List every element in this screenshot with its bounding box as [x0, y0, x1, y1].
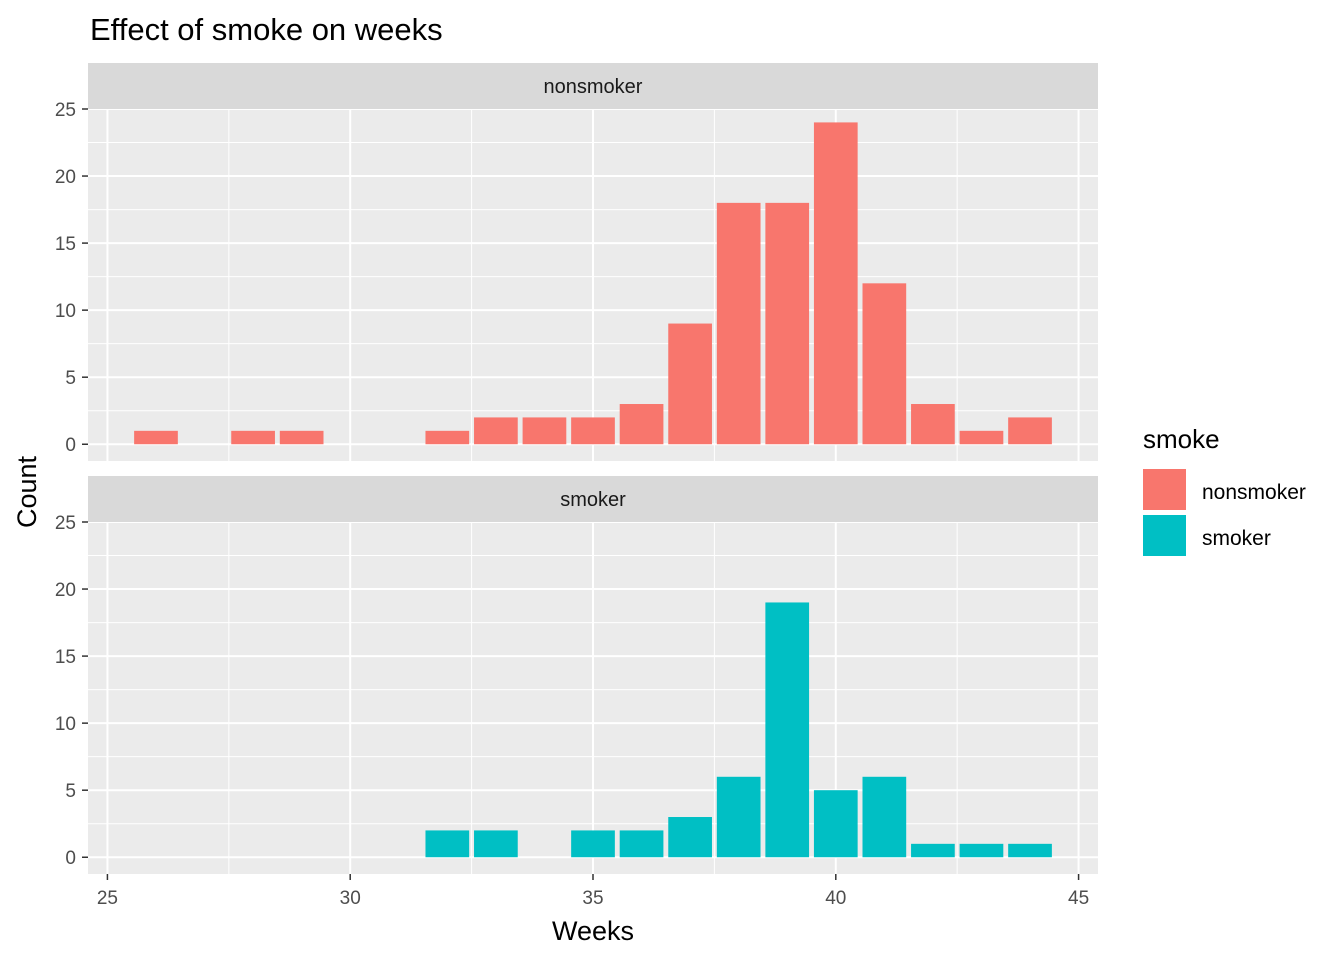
bar-nonsmoker-32	[425, 430, 470, 445]
facet-strip-label: smoker	[560, 489, 626, 511]
x-tick-label: 25	[97, 888, 118, 909]
y-tick-label: 10	[55, 714, 76, 735]
y-tick-label: 20	[55, 580, 76, 601]
bar-nonsmoker-43	[959, 430, 1004, 445]
bar-smoker-43	[959, 843, 1004, 858]
facet-panel-smoker: 0 5 10 15 20 25 smoker	[55, 476, 1098, 874]
x-tick-label: 45	[1068, 888, 1089, 909]
facet-strip-label: nonsmoker	[544, 76, 643, 98]
y-tick-label: 20	[55, 167, 76, 188]
bar-nonsmoker-38	[716, 202, 761, 445]
bar-smoker-35	[571, 830, 615, 858]
y-tick-label: 15	[55, 234, 76, 255]
y-tick-label: 10	[55, 301, 76, 322]
bar-nonsmoker-34	[522, 417, 567, 445]
bar-smoker-36	[619, 830, 664, 858]
x-tick-label: 30	[340, 888, 361, 909]
y-tick-label: 5	[65, 368, 76, 389]
facet-strip	[88, 476, 1098, 522]
bar-nonsmoker-41	[862, 283, 907, 445]
chart-title: Effect of smoke on weeks	[90, 12, 443, 47]
legend-label-nonsmoker: nonsmoker	[1202, 481, 1306, 504]
y-tick-label: 15	[55, 647, 76, 668]
bar-smoker-40	[813, 790, 858, 858]
legend-key-smoker	[1143, 515, 1186, 556]
facet-panel-nonsmoker: 0 5 10 15 20 25 nonsmoker	[55, 63, 1098, 461]
bar-smoker-44	[1008, 843, 1052, 858]
bar-smoker-32	[425, 830, 470, 858]
y-tick-label: 5	[65, 781, 76, 802]
bar-nonsmoker-33	[474, 417, 518, 445]
bar-nonsmoker-29	[279, 430, 324, 445]
bar-nonsmoker-26	[134, 430, 178, 445]
bar-smoker-42	[911, 843, 955, 858]
y-axis-title: Count	[12, 455, 42, 528]
y-tick-label: 25	[55, 100, 76, 121]
x-axis-title: Weeks	[552, 916, 634, 946]
bar-nonsmoker-36	[619, 404, 664, 445]
x-tick-label: 35	[582, 888, 603, 909]
facet-strip	[88, 63, 1098, 109]
bar-nonsmoker-37	[668, 323, 712, 445]
bar-nonsmoker-44	[1008, 417, 1052, 445]
bar-nonsmoker-40	[813, 122, 858, 445]
legend-key-nonsmoker	[1143, 469, 1186, 510]
x-axis: 25 30 35 40 45	[97, 874, 1089, 909]
x-tick-label: 40	[825, 888, 846, 909]
bar-nonsmoker-39	[765, 202, 810, 445]
legend-label-smoker: smoker	[1202, 527, 1271, 550]
y-tick-label: 0	[65, 848, 76, 869]
legend: smoke nonsmoker smoker	[1143, 424, 1306, 556]
bar-nonsmoker-28	[231, 430, 275, 445]
y-tick-label: 0	[65, 435, 76, 456]
bar-smoker-38	[716, 776, 761, 858]
bar-nonsmoker-35	[571, 417, 615, 445]
bar-smoker-41	[862, 776, 907, 858]
bar-nonsmoker-42	[911, 404, 955, 445]
bar-smoker-37	[668, 817, 712, 858]
legend-title: smoke	[1143, 424, 1220, 454]
y-tick-label: 25	[55, 513, 76, 534]
bar-smoker-39	[765, 602, 810, 858]
bar-smoker-33	[474, 830, 518, 858]
facet-panels: 0 5 10 15 20 25 nonsmoker 0 5 10 15 20 25 smoker	[55, 63, 1098, 874]
